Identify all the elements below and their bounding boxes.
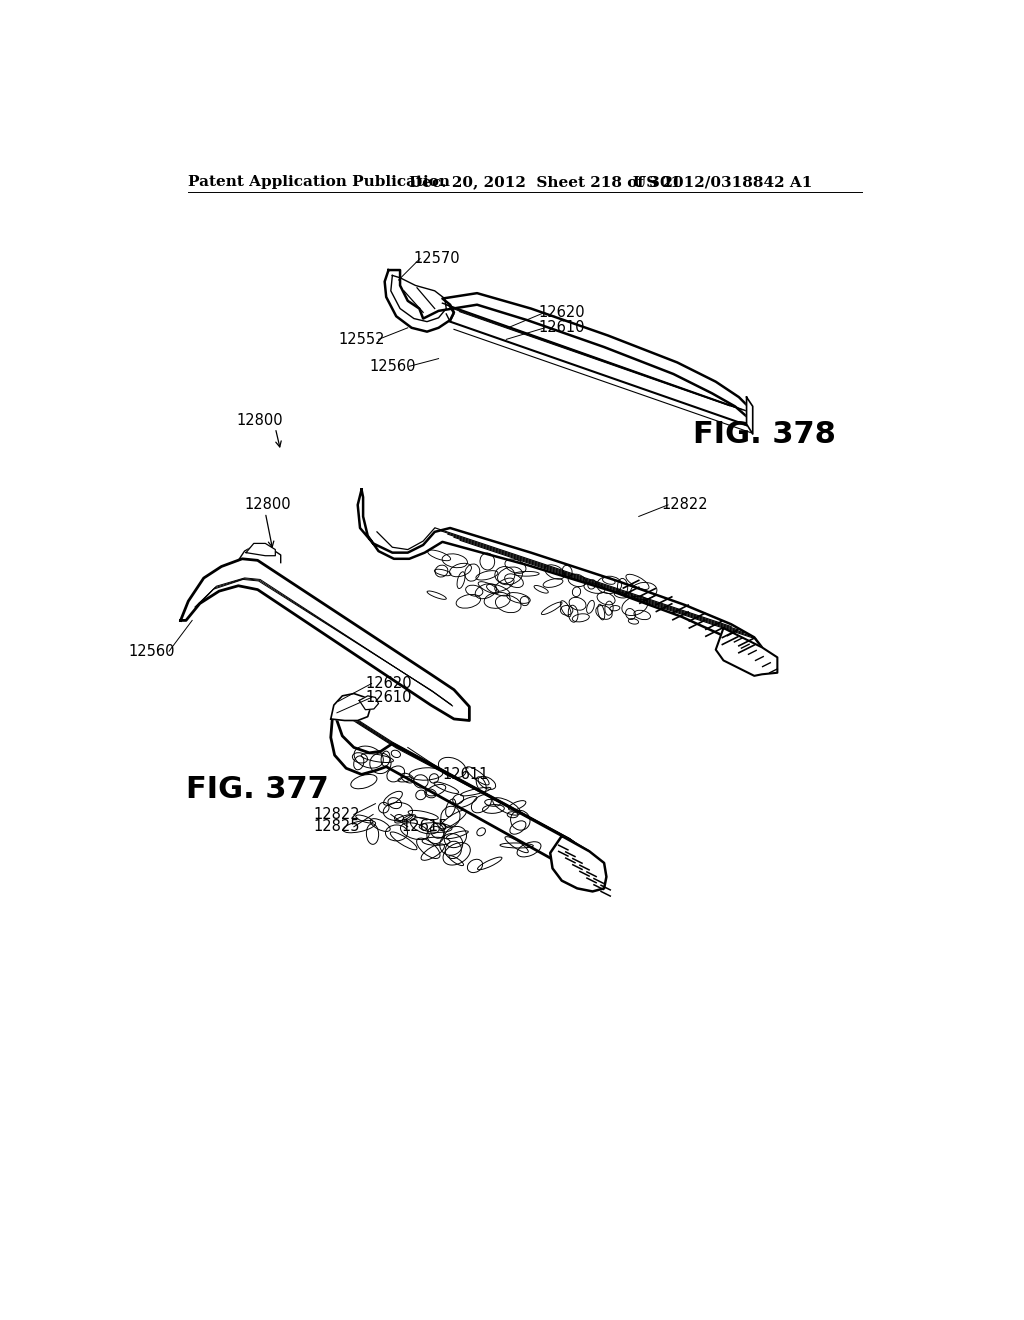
Polygon shape xyxy=(746,397,753,434)
Polygon shape xyxy=(385,271,751,416)
Polygon shape xyxy=(359,696,379,710)
Text: 12610: 12610 xyxy=(539,321,585,335)
Text: 12560: 12560 xyxy=(369,359,416,374)
Text: FIG. 378: FIG. 378 xyxy=(692,420,836,449)
Polygon shape xyxy=(331,693,371,721)
Text: 12610: 12610 xyxy=(366,690,412,705)
Text: 12570: 12570 xyxy=(414,251,461,267)
Polygon shape xyxy=(180,558,469,721)
Text: 12620: 12620 xyxy=(366,676,412,692)
Text: 12611: 12611 xyxy=(442,767,488,781)
Polygon shape xyxy=(357,490,762,657)
Text: 12620: 12620 xyxy=(539,305,586,319)
Text: 12800: 12800 xyxy=(245,498,291,512)
Text: Dec. 20, 2012  Sheet 218 of 301: Dec. 20, 2012 Sheet 218 of 301 xyxy=(410,176,681,189)
Text: Patent Application Publication: Patent Application Publication xyxy=(188,176,451,189)
Polygon shape xyxy=(331,705,599,876)
Text: 12822: 12822 xyxy=(662,498,709,512)
Text: US 2012/0318842 A1: US 2012/0318842 A1 xyxy=(633,176,812,189)
Text: FIG. 377: FIG. 377 xyxy=(186,775,329,804)
Text: 12825: 12825 xyxy=(313,820,360,834)
Text: 12560: 12560 xyxy=(129,644,175,659)
Polygon shape xyxy=(716,628,777,676)
Polygon shape xyxy=(246,544,275,556)
Polygon shape xyxy=(550,836,606,891)
Text: 12822: 12822 xyxy=(313,807,360,822)
Text: 12552: 12552 xyxy=(338,331,385,347)
Text: 12800: 12800 xyxy=(237,413,284,428)
Text: 12615: 12615 xyxy=(401,820,447,834)
